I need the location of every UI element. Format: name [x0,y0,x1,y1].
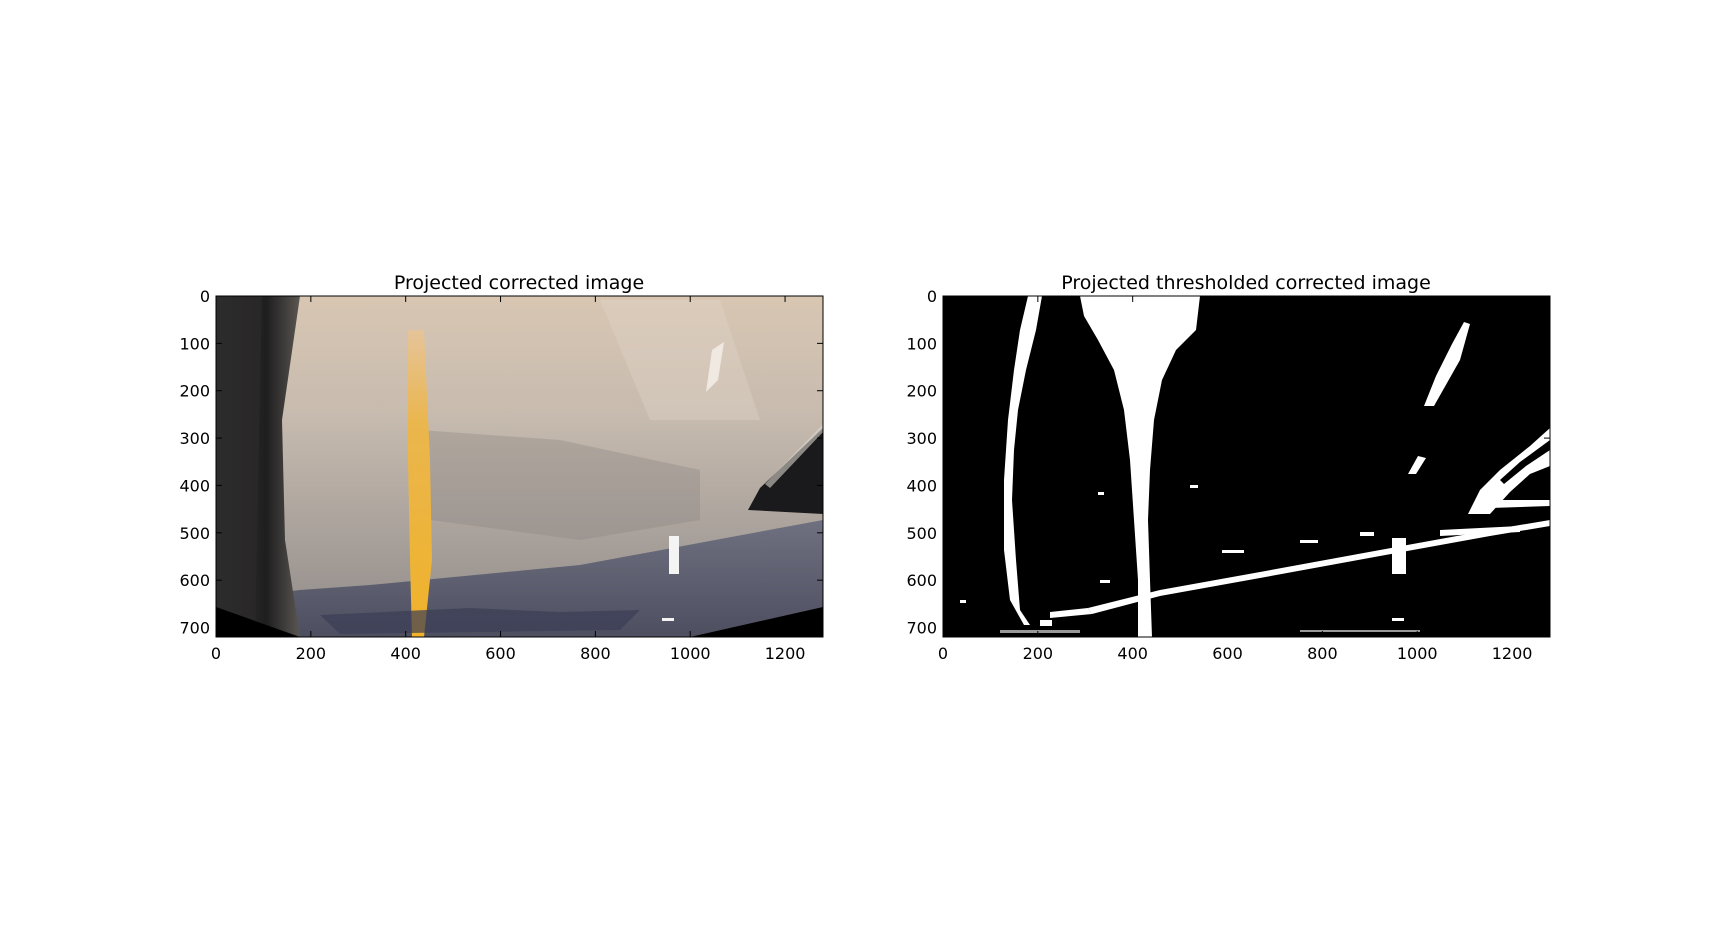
y-tick-label: 500 [179,524,210,543]
y-tick-label: 100 [906,334,937,353]
x-tick-label: 1000 [1397,644,1438,663]
x-tick-label: 800 [580,644,611,663]
y-tick-label: 0 [927,287,937,306]
y-tick-label: 600 [906,571,937,590]
x-tick-label: 0 [938,644,948,663]
threshold-mask [943,296,1550,637]
y-tick-label: 400 [179,476,210,495]
x-tick-label: 600 [1212,644,1243,663]
y-tick-label: 300 [906,429,937,448]
y-tick-label: 600 [179,571,210,590]
road-photo [216,296,823,637]
y-tick-label: 100 [179,334,210,353]
panel-projected-thresholded-image: Projected thresholded corrected image [906,272,1551,663]
y-tick-label: 700 [906,619,937,638]
y-tick-label: 300 [179,429,210,448]
x-tick-label: 1200 [1492,644,1533,663]
x-tick-label: 1000 [670,644,711,663]
x-tick-label: 400 [390,644,421,663]
x-tick-label: 400 [1117,644,1148,663]
x-tick-label: 200 [1023,644,1054,663]
panel-title: Projected corrected image [394,272,644,294]
x-tick-label: 0 [211,644,221,663]
panel-projected-corrected-image: Projected corrected image [179,272,824,663]
y-tick-label: 700 [179,619,210,638]
axes-frame [215,295,824,638]
axis-ticks: 0 200 400 600 800 1000 1200 0 100 200 300 400 500 600… [179,287,823,663]
panel-title: Projected thresholded corrected image [1061,272,1431,294]
y-tick-label: 500 [906,524,937,543]
y-tick-label: 200 [906,382,937,401]
axis-ticks: 0 200 400 600 800 1000 1200 0 100 200 300 400 500 600… [906,287,1550,663]
x-tick-label: 1200 [765,644,806,663]
y-tick-label: 200 [179,382,210,401]
axes-frame [942,295,1551,638]
x-tick-label: 200 [296,644,327,663]
y-tick-label: 0 [200,287,210,306]
x-tick-label: 800 [1307,644,1338,663]
x-tick-label: 600 [485,644,516,663]
y-tick-label: 400 [906,476,937,495]
